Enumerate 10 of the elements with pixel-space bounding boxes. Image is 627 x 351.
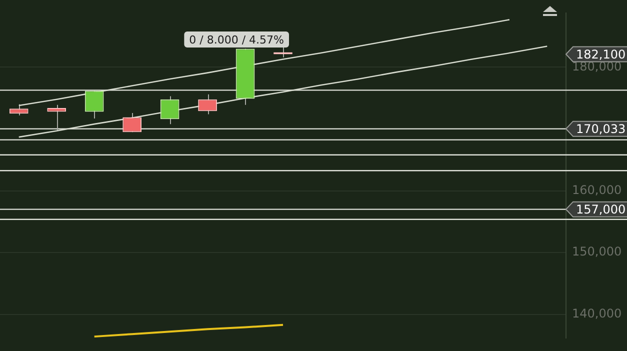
ref-line-label: 157,000 xyxy=(576,202,626,216)
y-tick-label: 140,000 xyxy=(572,306,622,320)
y-tick-label: 180,000 xyxy=(572,59,622,74)
annotation: 0 / 8.000 / 4.57% xyxy=(189,33,284,46)
candlestick xyxy=(84,90,104,120)
text: 182,100 xyxy=(576,47,626,62)
y-tick-label: 150,000 xyxy=(572,244,622,259)
ref-line-label: 170,033 xyxy=(576,122,626,136)
y-tick-label: 160,000 xyxy=(572,182,622,197)
candlestick xyxy=(9,104,28,116)
